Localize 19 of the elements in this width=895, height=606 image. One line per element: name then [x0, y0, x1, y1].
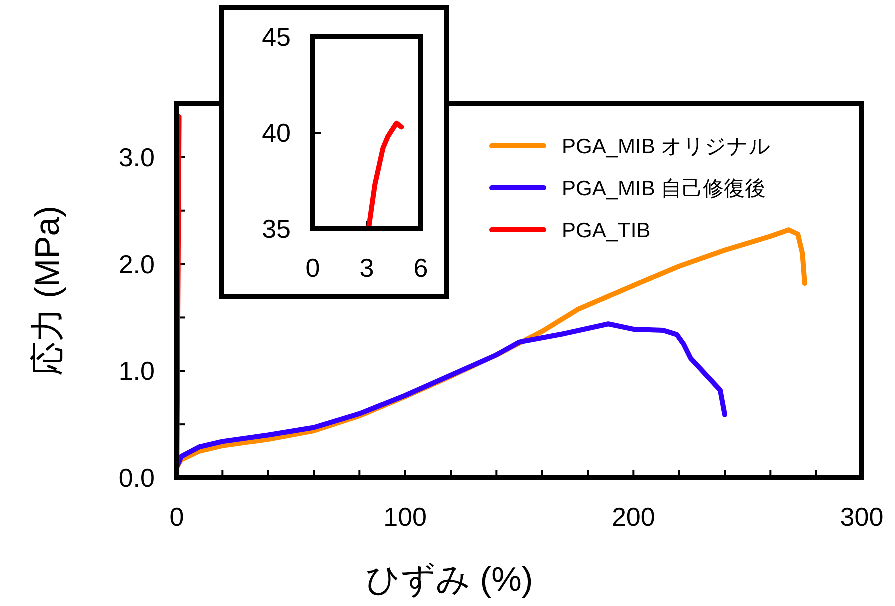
legend-label: PGA_MIB オリジナル [562, 135, 772, 158]
x-tick-label: 100 [384, 502, 428, 532]
y-tick-label: 35 [262, 214, 291, 244]
y-tick-label: 45 [262, 22, 291, 52]
x-tick-label: 3 [360, 253, 374, 283]
y-tick-label: 1.0 [118, 356, 155, 386]
y-tick-label: 40 [262, 118, 291, 148]
legend-label: PGA_TIB [562, 219, 651, 242]
y-tick-label: 0.0 [118, 463, 155, 494]
y-tick-label: 2.0 [118, 249, 155, 280]
x-tick-label: 200 [612, 502, 656, 532]
x-tick-label: 6 [414, 253, 428, 283]
x-tick-label: 0 [306, 253, 320, 283]
y-tick-label: 3.0 [118, 142, 155, 173]
y-axis-title: 応力 (MPa) [28, 206, 67, 376]
x-axis-title: ひずみ (%) [366, 561, 534, 599]
legend-label: PGA_MIB 自己修復後 [562, 177, 766, 200]
x-tick-label: 300 [840, 502, 884, 532]
x-tick-label: 0 [170, 502, 184, 532]
